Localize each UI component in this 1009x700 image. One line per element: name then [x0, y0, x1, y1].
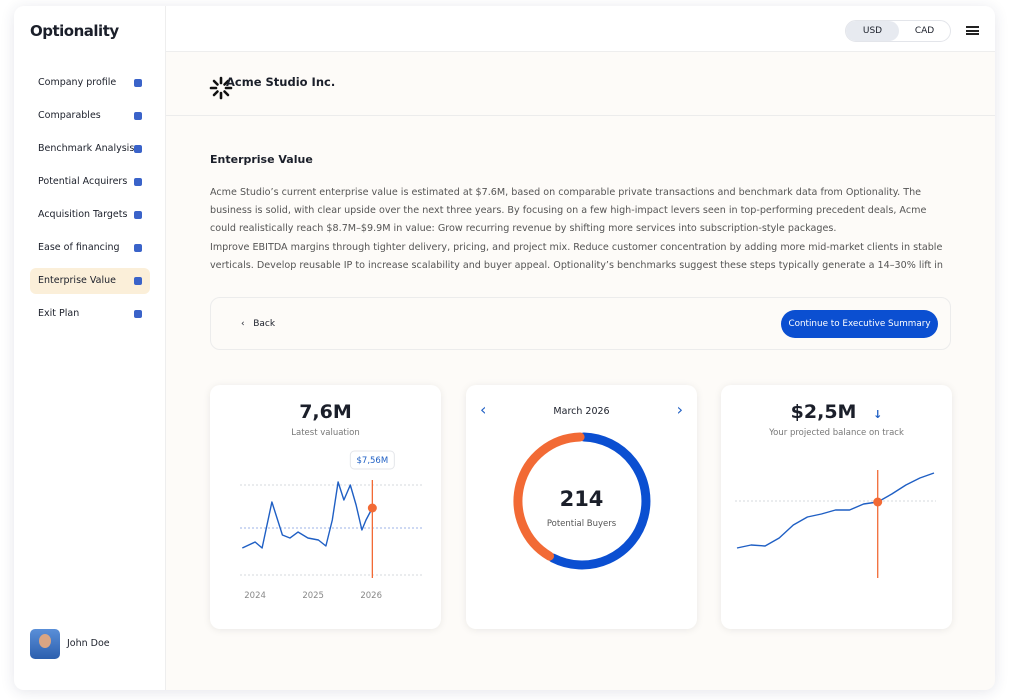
- menu-item[interactable]: Benchmark Analysis: [30, 136, 150, 162]
- menu-item[interactable]: Acquisition Targets: [30, 202, 150, 228]
- menu-icon: [134, 178, 142, 186]
- section-text: Acme Studio’s current enterprise value i…: [210, 184, 954, 274]
- continue-button[interactable]: Continue to Executive Summary: [781, 310, 938, 338]
- action-bar: ‹ Back Continue to Executive Summary: [210, 297, 951, 350]
- menu-icon: [134, 79, 142, 87]
- avatar: [30, 629, 60, 659]
- balance-card: $2,5M ↓ Your projected balance on track: [721, 385, 952, 629]
- logo: Optionality: [30, 22, 119, 40]
- section-title: Enterprise Value: [210, 153, 313, 166]
- card-label: Latest valuation: [291, 428, 360, 438]
- company-logo: [209, 76, 233, 100]
- card-value: 7,6M: [299, 401, 352, 423]
- menu-icon: [134, 145, 142, 153]
- company-name: Acme Studio Inc.: [226, 75, 336, 89]
- menu-item[interactable]: Comparables: [30, 103, 150, 129]
- menu-label: Exit Plan: [38, 308, 80, 319]
- trend-icon: ↓: [873, 408, 883, 421]
- back-label: Back: [253, 319, 276, 329]
- menu-label: Ease of financing: [38, 242, 120, 253]
- divider: [166, 115, 995, 116]
- menu-label: Company profile: [38, 77, 117, 88]
- menu-label: Acquisition Targets: [38, 209, 128, 220]
- valuation-card: 7,6M Latest valuation: [210, 385, 441, 629]
- menu-icon: [134, 244, 142, 252]
- donut-label: Potential Buyers: [546, 519, 617, 529]
- buyers-card: March 2026 ‹ › 214 Potential Buyers: [466, 385, 697, 629]
- menu-label: Comparables: [38, 110, 101, 121]
- paragraph: Improve EBITDA margins through tighter d…: [210, 241, 944, 271]
- menu-icon: [134, 310, 142, 318]
- donut-value: 214: [559, 487, 604, 511]
- menu-label: Benchmark Analysis: [38, 143, 135, 154]
- user-name: John Doe: [67, 638, 110, 649]
- card-label: Your projected balance on track: [769, 428, 904, 438]
- top-bar: USD CAD: [166, 6, 995, 52]
- menu-item[interactable]: Potential Acquirers: [30, 169, 150, 195]
- paragraph: Acme Studio’s current enterprise value i…: [210, 187, 927, 235]
- month-label: March 2026: [553, 406, 610, 417]
- menu-label: Potential Acquirers: [38, 176, 128, 187]
- menu-label: Enterprise Value: [38, 275, 116, 286]
- menu-icon: [134, 277, 142, 285]
- menu-icon: [134, 112, 142, 120]
- menu-item-active[interactable]: Enterprise Value: [30, 268, 150, 294]
- currency-toggle: USD CAD: [845, 20, 951, 42]
- menu-item[interactable]: Ease of financing: [30, 235, 150, 261]
- card-value-text: $2,5M: [790, 401, 857, 423]
- back-button[interactable]: ‹ Back: [241, 319, 276, 329]
- currency-option[interactable]: USD: [846, 21, 899, 41]
- menu-item[interactable]: Company profile: [30, 70, 150, 96]
- next-button[interactable]: ›: [676, 400, 683, 419]
- card-value: $2,5M ↓: [721, 401, 952, 423]
- menu-button[interactable]: [966, 26, 979, 35]
- menu-item[interactable]: Exit Plan: [30, 301, 150, 327]
- prev-button[interactable]: ‹: [480, 400, 487, 419]
- currency-option[interactable]: CAD: [914, 26, 935, 36]
- sidebar: Optionality Company profile Comparables …: [14, 6, 166, 690]
- menu-icon: [134, 211, 142, 219]
